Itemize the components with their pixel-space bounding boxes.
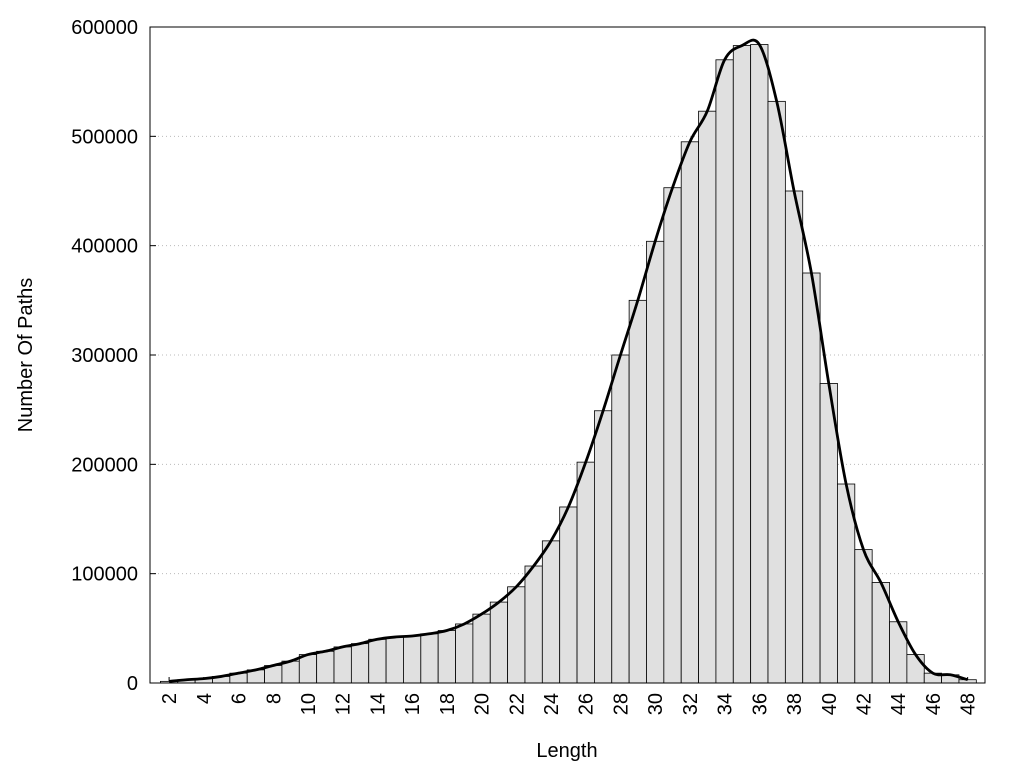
- bar: [316, 650, 335, 684]
- x-tick-label: 36: [749, 693, 771, 715]
- bar: [368, 638, 387, 684]
- x-tick-label: 6: [229, 693, 251, 704]
- plot-frame: [149, 26, 986, 684]
- bar: [715, 59, 734, 684]
- bar: [767, 100, 786, 684]
- x-tick-label: 38: [784, 693, 806, 715]
- bar: [298, 654, 318, 684]
- x-axis-label: Length: [536, 740, 597, 762]
- bar: [646, 240, 665, 684]
- x-tick-label: 4: [194, 693, 216, 704]
- y-tick-label: 400000: [71, 236, 138, 258]
- y-axis-label: Number Of Paths: [15, 278, 37, 433]
- trend-line: [168, 38, 969, 683]
- x-tick-label: 24: [541, 693, 563, 715]
- bar: [350, 643, 370, 684]
- bar: [437, 630, 456, 684]
- x-tick-label: 16: [402, 693, 424, 715]
- bar: [732, 45, 752, 684]
- bar: [628, 299, 647, 684]
- bar: [281, 660, 300, 684]
- x-tick-label: 14: [367, 693, 389, 715]
- x-tick-label: 32: [680, 693, 702, 715]
- x-tick-label: 12: [333, 693, 355, 715]
- x-tick-label: 28: [610, 693, 632, 715]
- x-tick-label: 2: [159, 693, 181, 704]
- y-tick-label: 500000: [71, 126, 138, 148]
- bar: [489, 601, 509, 684]
- x-tick-label: 46: [923, 693, 945, 715]
- bar: [611, 354, 630, 684]
- y-tick-label: 600000: [71, 17, 138, 39]
- bar: [420, 633, 439, 684]
- y-tick-label: 0: [127, 673, 138, 695]
- bar: [750, 44, 769, 684]
- bar: [889, 621, 908, 684]
- bar: [854, 549, 873, 684]
- x-tick-label: 44: [888, 693, 910, 715]
- bar: [680, 141, 699, 684]
- x-tick-label: 22: [506, 693, 528, 715]
- x-tick-label: 10: [298, 693, 320, 715]
- bar: [698, 110, 717, 684]
- x-tick-label: 40: [819, 693, 841, 715]
- bar: [802, 272, 821, 684]
- y-tick-label: 300000: [71, 345, 138, 367]
- bar: [663, 187, 682, 684]
- bar: [455, 623, 474, 684]
- bar: [906, 654, 925, 684]
- bar: [403, 635, 422, 684]
- bar: [333, 646, 352, 684]
- bar: [594, 410, 613, 684]
- x-tick-label: 26: [576, 693, 598, 715]
- bar: [559, 506, 578, 684]
- bar: [784, 190, 804, 684]
- bar: [472, 613, 491, 684]
- bar: [541, 540, 561, 684]
- x-tick-label: 30: [645, 693, 667, 715]
- x-tick-label: 18: [437, 693, 459, 715]
- bar: [524, 565, 543, 684]
- bar: [385, 636, 404, 684]
- y-tick-label: 200000: [71, 454, 138, 476]
- x-tick-label: 8: [263, 693, 285, 704]
- bar: [576, 461, 595, 684]
- x-tick-label: 42: [853, 693, 875, 715]
- y-tick-label: 100000: [71, 564, 138, 586]
- x-tick-label: 48: [958, 693, 980, 715]
- bar: [507, 586, 526, 684]
- x-tick-label: 20: [472, 693, 494, 715]
- x-tick-label: 34: [715, 693, 737, 715]
